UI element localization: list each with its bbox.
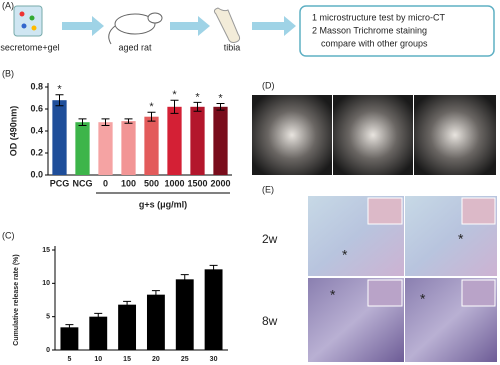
arrow (170, 16, 210, 36)
inset (461, 197, 496, 225)
row-label: 8w (262, 314, 278, 328)
asterisk: * (458, 231, 464, 247)
error-bar (170, 99, 179, 114)
arrow (252, 16, 296, 36)
significance-mark: * (149, 101, 154, 113)
x-tick-label: 500 (144, 178, 159, 188)
error-bar (78, 118, 87, 126)
x-tick-label: 30 (210, 356, 218, 363)
error-bar (180, 274, 189, 285)
panel-label: (D) (262, 80, 275, 90)
bar (204, 269, 223, 350)
error-bar (151, 290, 160, 300)
x-tick-label: 100 (121, 178, 136, 188)
panel-label: (B) (2, 68, 14, 78)
bar (89, 316, 108, 350)
step-label: secretome+gel (0, 42, 59, 52)
y-axis-label: Cumulative release rate (%) (13, 254, 20, 345)
error-bar (123, 300, 132, 309)
error-bar (94, 312, 103, 321)
bar (213, 106, 228, 175)
x-tick-label: 5 (67, 356, 71, 363)
x-tick-label: 15 (123, 356, 131, 363)
x-tick-label: 0 (103, 178, 108, 188)
y-tick-label: 0 (46, 347, 50, 354)
error-bar (147, 111, 156, 122)
photo (414, 95, 496, 175)
bar (75, 122, 90, 175)
bar (118, 304, 137, 350)
step-label: tibia (224, 42, 241, 52)
row-label: 2w (262, 232, 278, 246)
y-tick-label: 10 (42, 280, 50, 287)
asterisk: * (330, 287, 336, 303)
error-bar (209, 264, 218, 274)
error-bar (101, 118, 110, 126)
bar (146, 294, 165, 350)
error-bar (65, 324, 74, 331)
rat-icon (108, 12, 163, 45)
summary-box (299, 5, 495, 57)
y-tick-label: 5 (46, 314, 50, 321)
error-bar (193, 101, 202, 112)
y-tick-label: 0.6 (30, 103, 43, 113)
group-label: g+s (μg/ml) (139, 199, 187, 209)
x-tick-label: 25 (181, 356, 189, 363)
bar (144, 116, 159, 175)
error-bar (216, 103, 225, 111)
panel-label: (E) (262, 184, 274, 194)
bar (190, 106, 205, 175)
bar (98, 122, 113, 175)
step-label: aged rat (118, 42, 152, 52)
significance-mark: * (172, 89, 177, 101)
x-tick-label: 20 (152, 356, 160, 363)
bottle-icon (13, 5, 43, 37)
box-text: compare with other groups (321, 38, 428, 48)
box-text: 2 Masson Trichrome staining (312, 25, 427, 35)
y-tick-label: 0.0 (30, 169, 43, 179)
bar (121, 121, 136, 175)
panel-label: (A) (2, 0, 14, 10)
inset (367, 197, 403, 225)
y-tick-label: 0.2 (30, 147, 43, 157)
x-tick-label: PCG (50, 178, 70, 188)
asterisk: * (420, 291, 426, 307)
asterisk: * (342, 247, 348, 263)
bone-icon (213, 7, 241, 43)
y-tick-label: 0.4 (30, 125, 43, 135)
y-tick-label: 0.8 (30, 81, 43, 91)
bar (52, 100, 67, 175)
significance-mark: * (195, 91, 200, 103)
photo (252, 95, 332, 175)
panel-label: (C) (2, 230, 15, 240)
x-tick-label: 2000 (210, 178, 230, 188)
bar (175, 279, 194, 350)
x-tick-label: 1500 (187, 178, 207, 188)
bar (167, 106, 182, 175)
error-bar (55, 94, 64, 107)
significance-mark: * (57, 84, 62, 96)
photo (333, 95, 413, 175)
bar (60, 327, 79, 350)
inset (367, 279, 403, 307)
x-tick-label: 1000 (164, 178, 184, 188)
error-bar (124, 118, 133, 124)
inset (461, 279, 496, 307)
y-tick-label: 15 (42, 247, 50, 254)
y-axis-label: OD (490nm) (8, 106, 18, 157)
x-tick-label: 10 (94, 356, 102, 363)
significance-mark: * (218, 92, 223, 104)
box-text: 1 microstructure test by micro-CT (312, 12, 446, 22)
x-tick-label: NCG (73, 178, 93, 188)
arrow (62, 16, 104, 36)
